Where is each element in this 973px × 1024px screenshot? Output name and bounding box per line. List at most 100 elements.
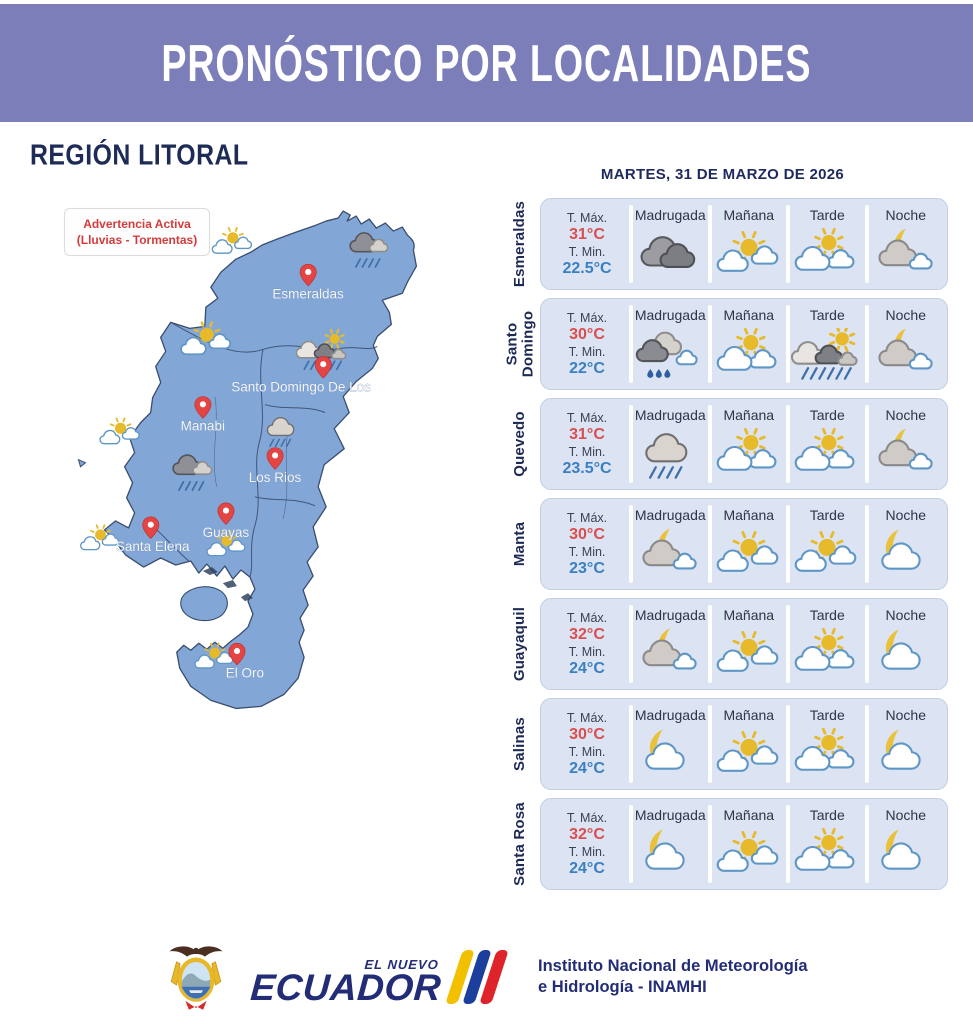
period-column-mañana: Mañana [712,804,787,884]
tmin-value: 23.5°C [562,459,612,477]
forecast-row: Santo Domingo T. Máx. 30°C T. Min. 22°C Madru… [500,298,948,390]
period-label: Madrugada [634,207,706,223]
period-column-madrugada: Madrugada [633,704,708,784]
tmax-value: 30°C [569,525,605,543]
region-map: Esmeraldas Santo Domingo De Los Manabi Los … [77,210,418,710]
row-city-label: Santa Rosa [500,798,540,890]
forecast-row: Esmeraldas T. Máx. 31°C T. Min. 22.5°C Madrug… [500,198,948,290]
forecast-row: Manta T. Máx. 30°C T. Min. 23°C Madrugada Maña… [500,498,948,590]
tmax-value: 31°C [569,225,605,243]
period-label: Tarde [809,707,845,723]
period-label: Mañana [723,307,775,323]
inamhi-line1: Instituto Nacional de Meteorología [538,956,808,975]
moon-clouds-gray-icon [870,324,942,384]
column-divider [786,705,790,783]
map-pin [299,263,317,287]
period-label: Madrugada [634,307,706,323]
period-label: Noche [885,707,926,723]
column-divider [786,205,790,283]
forecast-card: T. Máx. 32°C T. Min. 24°C Madrugada Mañana Tar… [540,798,948,890]
map-pin [194,396,212,419]
column-divider [629,205,633,283]
sun-behind-clouds-icon [791,724,863,784]
map-pin [228,642,246,666]
period-label: Tarde [809,807,845,823]
column-divider [864,505,869,583]
period-label: Noche [885,207,926,223]
moon-cloud-icon [870,724,942,784]
map-sun-clouds-icon [99,417,140,445]
map-province-label: Guayas [203,525,250,540]
sun-behind-clouds-icon [791,624,863,684]
map-province-label: El Oro [226,665,264,680]
column-divider [707,305,712,383]
forecast-row: Salinas T. Máx. 30°C T. Min. 24°C Madrugada Ma… [500,698,948,790]
period-label: Noche [885,607,926,623]
forecast-row: Quevedo T. Máx. 31°C T. Min. 23.5°C Madrugada… [500,398,948,490]
period-column-madrugada: Madrugada [633,804,708,884]
temperature-column: T. Máx. 31°C T. Min. 23.5°C [545,404,629,484]
column-divider [707,405,712,483]
tmax-value: 30°C [569,325,605,343]
tmax-value: 32°C [569,625,605,643]
city-name: Santo Domingo [503,310,536,378]
forecast-card: T. Máx. 30°C T. Min. 23°C Madrugada Mañana Tar… [540,498,948,590]
city-name: Quevedo [511,411,529,477]
period-column-mañana: Mañana [712,304,787,384]
temperature-column: T. Máx. 31°C T. Min. 22.5°C [545,204,629,284]
sun-behind-clouds-icon [713,324,785,384]
forecast-row: Guayaquil T. Máx. 32°C T. Min. 24°C Madrugada… [500,598,948,690]
region-title: REGIÓN LITORAL [30,139,249,171]
period-column-tarde: Tarde [790,304,865,384]
column-divider [864,605,869,683]
period-column-madrugada: Madrugada [633,304,708,384]
forecast-card: T. Máx. 30°C T. Min. 24°C Madrugada Mañana Tar… [540,698,948,790]
ecuador-coat-of-arms [169,946,224,1010]
column-divider [629,305,633,383]
period-label: Madrugada [634,407,706,423]
row-city-label: Manta [500,498,540,590]
column-divider [707,505,712,583]
map-province-label: Santo Domingo De Los [231,380,371,395]
tmin-value: 22°C [569,359,605,377]
period-column-tarde: Tarde [790,504,865,584]
period-column-noche: Noche [869,704,944,784]
tmax-label: T. Máx. [566,710,608,725]
city-name: Salinas [511,717,529,771]
forecast-card: T. Máx. 30°C T. Min. 22°C Madrugada Mañana Tar… [540,298,948,390]
el-nuevo-ecuador-logo: EL NUEVO ECUADOR [250,950,509,1008]
map-sun-clouds-icon [206,530,246,557]
row-city-label: Guayaquil [500,598,540,690]
column-divider [707,805,712,883]
city-name: Esmeraldas [511,200,529,288]
column-divider [707,705,712,783]
rain-drops-cloud-icon [634,324,706,384]
column-divider [864,705,869,783]
period-column-madrugada: Madrugada [633,604,708,684]
moon-cloud-icon [634,824,706,884]
column-divider [707,205,712,283]
sun-behind-clouds-icon [791,424,863,484]
column-divider [864,405,869,483]
tmax-label: T. Máx. [566,610,608,625]
period-column-tarde: Tarde [790,404,865,484]
map-sun-clouds-icon [180,321,232,356]
map-province-label: Santa Elena [116,539,190,554]
storm-sun-rain-icon [791,324,863,384]
tmin-label: T. Min. [568,244,606,259]
row-city-label: Santo Domingo [500,298,540,390]
temperature-column: T. Máx. 30°C T. Min. 24°C [545,704,629,784]
map-pin [266,447,284,470]
page-footer: EL NUEVO ECUADOR Instituto Nacional de M… [0,942,973,1012]
column-divider [864,805,869,883]
period-label: Noche [885,407,926,423]
sun-behind-clouds-icon [791,224,863,284]
period-column-tarde: Tarde [790,804,865,884]
advisory-line2: (Lluvias - Tormentas) [76,233,198,248]
city-name: Guayaquil [511,606,529,682]
tmax-label: T. Máx. [566,510,608,525]
temperature-column: T. Máx. 30°C T. Min. 22°C [545,304,629,384]
tmin-value: 24°C [569,759,605,777]
moon-clouds-gray-icon [634,524,706,584]
